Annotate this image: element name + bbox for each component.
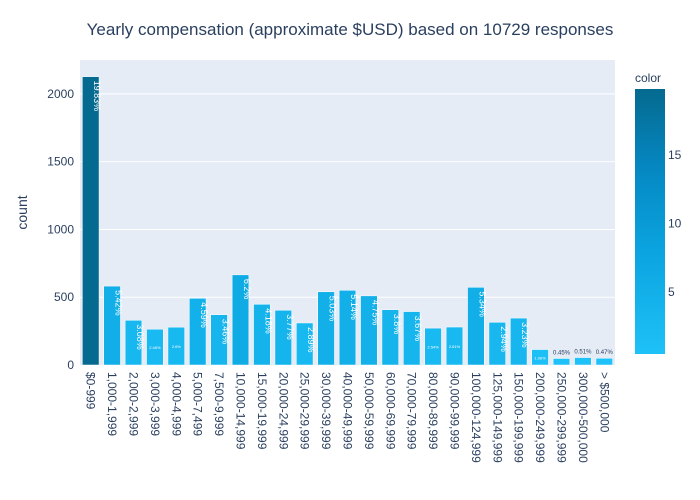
bar-data-label: 5.42% bbox=[114, 290, 124, 316]
bar-data-label: 0.51% bbox=[574, 350, 592, 356]
x-tick-label: 90,000-99,999 bbox=[448, 372, 462, 450]
bar-data-label: 5.34% bbox=[477, 291, 487, 317]
bar-data-label: 3.8% bbox=[392, 314, 402, 335]
x-tick-label: 7,500-9,999 bbox=[212, 372, 226, 436]
x-tick-label: 60,000-69,999 bbox=[383, 372, 397, 450]
bar-data-label: 5.14% bbox=[349, 294, 359, 320]
bar bbox=[595, 357, 613, 366]
bar bbox=[403, 311, 421, 366]
bar bbox=[146, 328, 164, 366]
x-tick-label: 25,000-29,999 bbox=[298, 372, 312, 450]
bar bbox=[531, 349, 549, 366]
bar-data-label: 19.83% bbox=[92, 81, 102, 112]
bar bbox=[253, 304, 271, 366]
x-tick-label: 20,000-24,999 bbox=[276, 372, 290, 450]
bar-data-label: 4.18% bbox=[263, 308, 273, 334]
y-tick-label: 1000 bbox=[47, 222, 74, 236]
bar bbox=[274, 309, 292, 366]
bar bbox=[189, 298, 207, 366]
bar bbox=[231, 274, 250, 366]
bar bbox=[488, 322, 506, 366]
bar bbox=[210, 314, 228, 366]
bar-data-label: 2.54% bbox=[427, 345, 439, 350]
bar-data-label: 0.45% bbox=[553, 350, 571, 356]
bar-data-label: 2.89% bbox=[306, 327, 316, 353]
bar-data-label: 3.46% bbox=[221, 319, 231, 345]
bar-data-label: 6.2% bbox=[242, 279, 252, 300]
x-tick-label: 2,000-2,999 bbox=[127, 372, 141, 436]
bar bbox=[467, 287, 485, 366]
x-tick-label: 150,000-199,999 bbox=[512, 372, 526, 463]
x-tick-label: 3,000-3,999 bbox=[148, 372, 162, 436]
bar-data-label: 3.77% bbox=[285, 314, 295, 340]
bar-data-label: 3.23% bbox=[520, 322, 530, 348]
bar bbox=[103, 285, 121, 366]
bar bbox=[82, 76, 100, 366]
y-tick-label: 0 bbox=[67, 358, 74, 372]
x-tick-label: 80,000-89,999 bbox=[426, 372, 440, 450]
colorbar bbox=[635, 89, 665, 354]
y-tick-label: 2000 bbox=[47, 87, 74, 101]
bar-data-label: 2.94% bbox=[499, 326, 509, 352]
bar bbox=[360, 295, 378, 366]
bar-data-label: 3.08% bbox=[135, 324, 145, 350]
colorbar-tick-label: 15 bbox=[668, 148, 682, 162]
x-tick-label: 300,000-500,000 bbox=[576, 372, 590, 463]
bar-data-label: 2.46% bbox=[149, 345, 161, 350]
bar bbox=[124, 320, 143, 366]
x-tick-label: 5,000-7,499 bbox=[191, 372, 205, 436]
bar-data-label: 1.06% bbox=[534, 355, 546, 360]
y-tick-label: 1500 bbox=[47, 155, 74, 169]
bar bbox=[296, 322, 314, 366]
bar-data-label: 2.61% bbox=[449, 344, 461, 349]
bar bbox=[574, 357, 592, 366]
colorbar-tick-label: 5 bbox=[668, 285, 675, 299]
x-tick-label: 200,000-249,999 bbox=[533, 372, 547, 463]
x-tick-label: $0-999 bbox=[84, 372, 98, 410]
bar bbox=[424, 327, 442, 366]
bar-data-label: 5.03% bbox=[328, 296, 338, 322]
x-tick-label: 70,000-79,999 bbox=[405, 372, 419, 450]
x-tick-label: 100,000-124,999 bbox=[469, 372, 483, 463]
x-tick-label: 50,000-59,999 bbox=[362, 372, 376, 450]
bar-data-label: 4.59% bbox=[199, 302, 209, 328]
x-tick-label: 125,000-149,999 bbox=[490, 372, 504, 463]
bar-data-label: 4.75% bbox=[370, 300, 380, 326]
bar bbox=[381, 309, 399, 366]
x-tick-label: 15,000-19,999 bbox=[255, 372, 269, 450]
bar bbox=[317, 291, 335, 366]
chart-title: Yearly compensation (approximate $USD) b… bbox=[86, 20, 614, 39]
colorbar-title: color bbox=[635, 71, 661, 85]
y-axis-title: count bbox=[14, 195, 30, 229]
x-tick-label: 1,000-1,999 bbox=[105, 372, 119, 436]
x-tick-label: 250,000-299,999 bbox=[555, 372, 569, 463]
bar bbox=[552, 358, 571, 366]
bar bbox=[338, 290, 357, 366]
colorbar-tick-label: 10 bbox=[668, 216, 682, 230]
bar-data-label: 3.67% bbox=[413, 316, 423, 342]
bar-data-label: 0.47% bbox=[596, 350, 614, 356]
bar-data-label: 2.6% bbox=[172, 344, 182, 349]
bar bbox=[445, 326, 464, 366]
x-tick-label: 10,000-14,999 bbox=[234, 372, 248, 450]
bar bbox=[167, 326, 185, 366]
x-tick-label: 4,000-4,999 bbox=[169, 372, 183, 436]
x-tick-label: 40,000-49,999 bbox=[341, 372, 355, 450]
y-tick-label: 500 bbox=[54, 290, 74, 304]
bar bbox=[510, 317, 528, 366]
x-tick-label: > $500,000 bbox=[597, 372, 611, 433]
x-tick-label: 30,000-39,999 bbox=[319, 372, 333, 450]
